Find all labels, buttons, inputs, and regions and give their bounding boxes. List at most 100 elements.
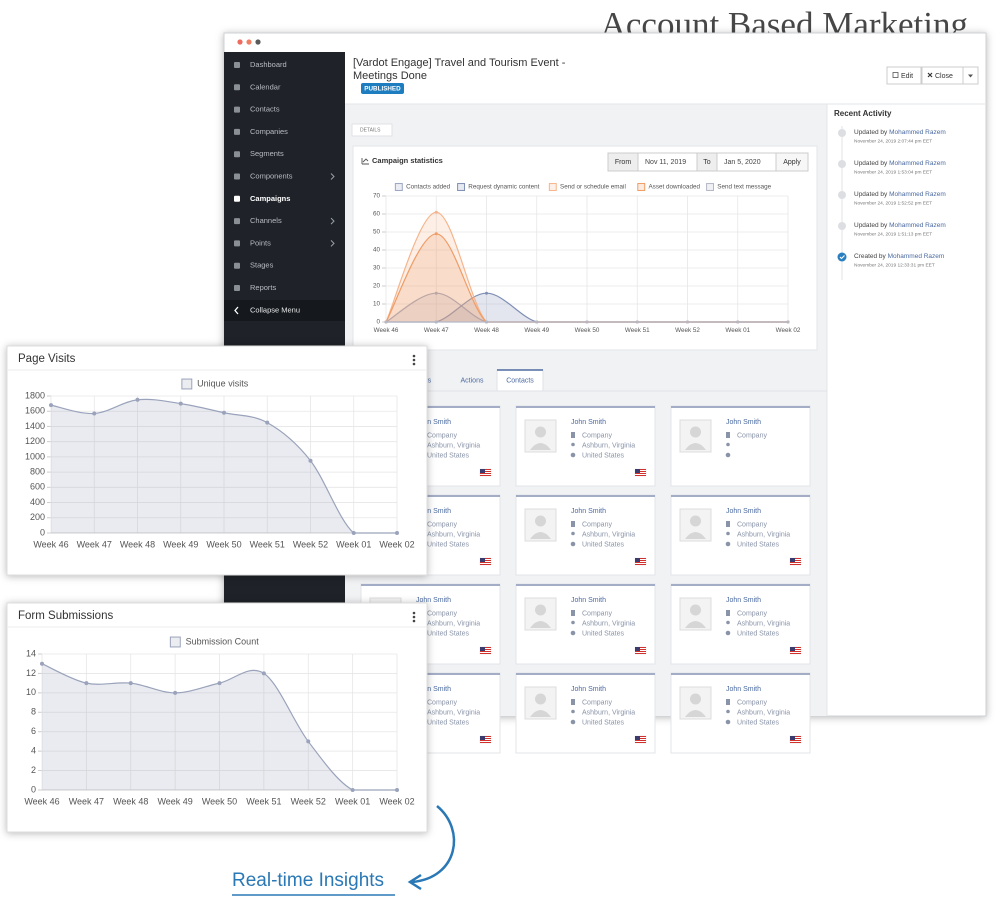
contact-name: John Smith bbox=[726, 597, 761, 604]
x-tick-label: Week 52 bbox=[675, 327, 700, 334]
legend-swatch[interactable] bbox=[548, 183, 557, 191]
area-fill bbox=[386, 293, 788, 322]
y-tick-label: 70 bbox=[373, 193, 381, 200]
menu-icon bbox=[234, 62, 240, 68]
activity-user[interactable]: Mohammed Razem bbox=[889, 160, 946, 167]
y-tick-label: 10 bbox=[26, 687, 36, 697]
x-tick-label: Week 48 bbox=[474, 327, 499, 334]
avatar-head bbox=[535, 426, 546, 438]
flag-stripe bbox=[635, 742, 646, 743]
menu-icon bbox=[234, 195, 240, 202]
kebab-dot[interactable] bbox=[412, 611, 416, 615]
legend-label: Contacts added bbox=[406, 184, 451, 191]
contact-company: Company bbox=[737, 699, 767, 706]
x-tick-label: Week 48 bbox=[120, 540, 155, 550]
timeline-dot bbox=[838, 160, 846, 168]
apply-button[interactable] bbox=[775, 152, 809, 172]
data-point bbox=[178, 401, 183, 406]
y-tick-label: 1400 bbox=[25, 421, 45, 431]
company-icon bbox=[726, 610, 730, 616]
avatar-head bbox=[690, 604, 701, 616]
x-tick-label: Week 50 bbox=[575, 327, 600, 334]
window-dot bbox=[246, 39, 252, 45]
activity-time: November 24, 2019 2:07:44 pm EET bbox=[854, 138, 932, 144]
menu-item: Calendar bbox=[250, 82, 281, 91]
contact-company: Company bbox=[582, 699, 612, 706]
card-top-border bbox=[516, 495, 655, 497]
data-point bbox=[434, 232, 438, 236]
data-point bbox=[485, 320, 488, 324]
flag-stripe bbox=[790, 647, 801, 648]
contact-company: Company bbox=[427, 610, 457, 617]
tab[interactable]: Contacts bbox=[506, 377, 534, 384]
x-tick-label: Week 02 bbox=[776, 327, 801, 334]
submenu-caret bbox=[330, 217, 335, 225]
kebab-dot bbox=[412, 615, 416, 619]
kebab-dot bbox=[412, 362, 416, 366]
area-fill bbox=[386, 212, 788, 322]
contact-name: John Smith bbox=[726, 508, 761, 515]
menu-icon bbox=[234, 84, 240, 91]
contact-name: John Smith bbox=[571, 419, 606, 426]
flag-stripe bbox=[635, 647, 646, 648]
activity-user[interactable]: Mohammed Razem bbox=[889, 191, 946, 198]
tab[interactable]: Actions bbox=[461, 377, 484, 384]
avatar-body bbox=[530, 532, 551, 539]
contact-country: United States bbox=[737, 541, 780, 548]
data-point bbox=[786, 320, 790, 324]
contact-location: Ashburn, Virginia bbox=[427, 709, 480, 716]
activity-user[interactable]: Mohammed Razem bbox=[888, 253, 945, 260]
globe-icon bbox=[725, 541, 731, 547]
kebab-dot[interactable] bbox=[412, 354, 416, 358]
legend-swatch[interactable] bbox=[706, 183, 715, 191]
legend-label: Asset downloaded bbox=[648, 184, 700, 191]
legend-swatch[interactable] bbox=[169, 636, 181, 648]
recent-activity-title: Recent Activity bbox=[834, 109, 892, 118]
x-tick-label: Week 47 bbox=[69, 797, 104, 807]
x-tick-label: Week 02 bbox=[379, 540, 414, 550]
kebab-dot bbox=[412, 358, 416, 362]
flag-stripe bbox=[480, 651, 491, 652]
callout-arrowhead bbox=[407, 873, 422, 891]
card-top-border bbox=[671, 584, 810, 586]
legend-swatch[interactable] bbox=[181, 378, 193, 390]
menu-item[interactable]: Campaigns bbox=[250, 194, 290, 203]
flag-stripe bbox=[480, 558, 491, 559]
menu-item: Points bbox=[250, 238, 271, 247]
location-icon bbox=[571, 620, 575, 625]
legend-swatch[interactable] bbox=[637, 183, 646, 191]
activity-user[interactable]: Mohammed Razem bbox=[889, 222, 946, 229]
avatar-head bbox=[535, 604, 546, 616]
y-tick-label: 4 bbox=[31, 746, 36, 756]
x-tick-label: Week 52 bbox=[293, 540, 328, 550]
avatar-head bbox=[690, 426, 701, 438]
stats-panel bbox=[352, 145, 818, 351]
flag-stripe bbox=[635, 649, 646, 650]
x-tick-label: Week 49 bbox=[524, 327, 549, 334]
legend-swatch[interactable] bbox=[394, 183, 403, 191]
contact-name: John Smith bbox=[416, 686, 451, 693]
flag-stripe bbox=[480, 742, 491, 743]
callout: Real-time Insights bbox=[232, 805, 456, 896]
avatar-body bbox=[685, 532, 706, 539]
contact-company: Company bbox=[582, 432, 612, 439]
contact-name: John Smith bbox=[416, 419, 451, 426]
globe-icon bbox=[570, 541, 576, 547]
legend-label: Submission Count bbox=[186, 636, 260, 646]
company-icon bbox=[726, 432, 730, 438]
data-point bbox=[395, 531, 399, 535]
avatar-body bbox=[530, 621, 551, 628]
flag-stripe bbox=[635, 473, 646, 474]
window-dot bbox=[255, 39, 261, 45]
details-toggle[interactable] bbox=[351, 123, 393, 137]
x-tick-label: Week 52 bbox=[291, 797, 326, 807]
campaign-title: [Vardot Engage] Travel and Tourism Event… bbox=[353, 57, 566, 69]
menu-icon bbox=[234, 218, 240, 225]
x-tick-label: Week 47 bbox=[424, 327, 449, 334]
edit-button[interactable] bbox=[886, 66, 922, 85]
stats-icon bbox=[361, 158, 369, 165]
callout-arrow bbox=[411, 805, 456, 884]
flag-stripe bbox=[480, 473, 491, 474]
activity-user[interactable]: Mohammed Razem bbox=[889, 129, 946, 136]
legend-swatch[interactable] bbox=[457, 183, 466, 191]
